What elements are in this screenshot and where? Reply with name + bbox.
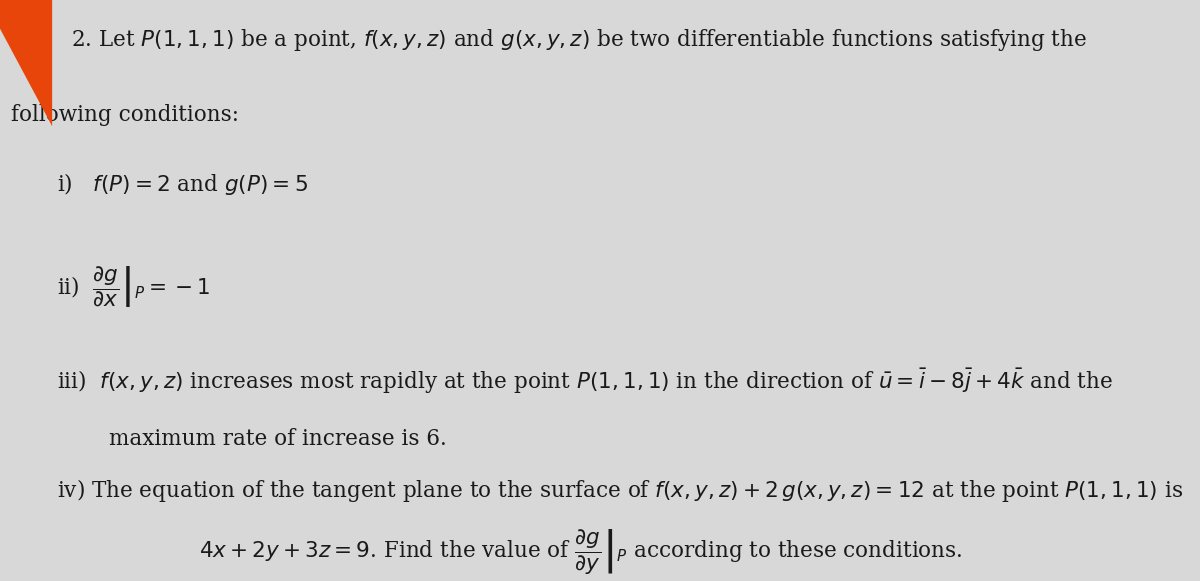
- Text: $4x + 2y + 3z = 9$. Find the value of $\left.\dfrac{\partial g}{\partial y}\righ: $4x + 2y + 3z = 9$. Find the value of $\…: [199, 527, 962, 576]
- Text: maximum rate of increase is 6.: maximum rate of increase is 6.: [109, 428, 446, 450]
- Text: iv) The equation of the tangent plane to the surface of $f(x, y, z) + 2\,g(x, y,: iv) The equation of the tangent plane to…: [56, 477, 1183, 504]
- Text: iii)  $f(x, y, z)$ increases most rapidly at the point $P(1, 1, 1)$ in the direc: iii) $f(x, y, z)$ increases most rapidly…: [56, 367, 1112, 396]
- Polygon shape: [0, 0, 52, 126]
- Text: i)   $f(P) = 2$ and $g(P) = 5$: i) $f(P) = 2$ and $g(P) = 5$: [56, 170, 307, 196]
- Text: ii)  $\left.\dfrac{\partial g}{\partial x}\right|_P = -1$: ii) $\left.\dfrac{\partial g}{\partial x…: [56, 264, 210, 310]
- Text: following conditions:: following conditions:: [11, 103, 239, 125]
- Text: 2. Let $P(1,1,1)$ be a point, $f(x, y, z)$ and $g(x, y, z)$ be two differentiabl: 2. Let $P(1,1,1)$ be a point, $f(x, y, z…: [71, 27, 1087, 53]
